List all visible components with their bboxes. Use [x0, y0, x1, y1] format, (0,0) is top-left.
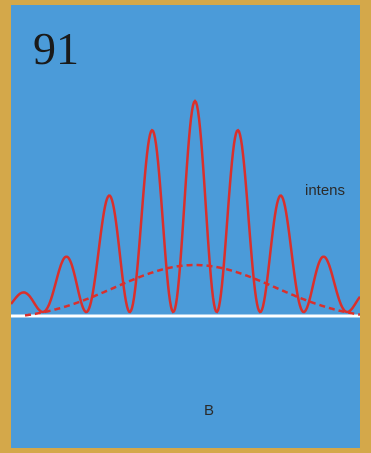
- envelope-curve: [24, 263, 360, 317]
- caption: B: [204, 402, 214, 419]
- axis-label: intens: [305, 182, 345, 199]
- figure-number: 91: [33, 23, 79, 74]
- panel: [11, 5, 360, 448]
- intensity-curve: [11, 99, 360, 314]
